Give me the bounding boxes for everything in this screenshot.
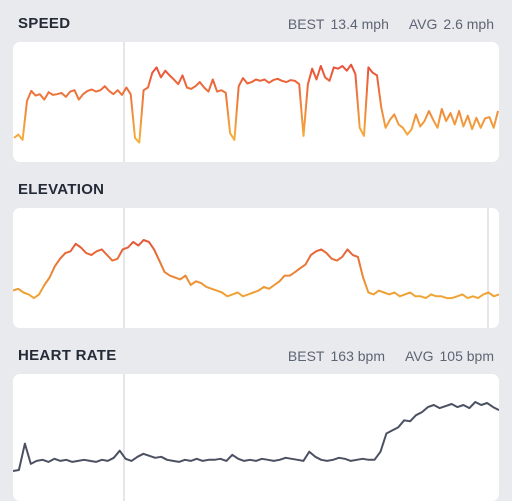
elevation-chart-card[interactable] [13, 208, 499, 328]
speed-header: SPEED BEST 13.4 mph AVG 2.6 mph [0, 15, 512, 35]
heart-rate-line [13, 401, 499, 472]
heart-rate-chart [13, 374, 499, 501]
elevation-chart [13, 208, 499, 328]
heart-rate-best-label: BEST [287, 348, 325, 364]
heart-rate-header: HEART RATE BEST 163 bpm AVG 105 bpm [0, 347, 512, 367]
elevation-line [13, 239, 499, 300]
heart-rate-chart-card[interactable] [13, 374, 499, 501]
speed-stats: BEST 13.4 mph AVG 2.6 mph [288, 16, 494, 32]
elevation-title: ELEVATION [18, 181, 105, 198]
heart-rate-avg-label: AVG [404, 348, 434, 364]
speed-chart [13, 42, 499, 162]
heart-rate-avg-value: 105 bpm [439, 348, 494, 364]
speed-line [13, 63, 499, 144]
heart-rate-title: HEART RATE [18, 347, 117, 364]
speed-chart-card[interactable] [13, 42, 499, 162]
heart-rate-stats: BEST 163 bpm AVG 105 bpm [288, 348, 494, 364]
speed-best-value: 13.4 mph [330, 16, 389, 32]
heart-rate-best-value: 163 bpm [330, 348, 385, 364]
speed-avg-value: 2.6 mph [443, 16, 494, 32]
speed-avg-label: AVG [408, 16, 438, 32]
speed-best-label: BEST [287, 16, 325, 32]
speed-title: SPEED [18, 15, 71, 32]
elevation-header: ELEVATION [0, 181, 512, 201]
